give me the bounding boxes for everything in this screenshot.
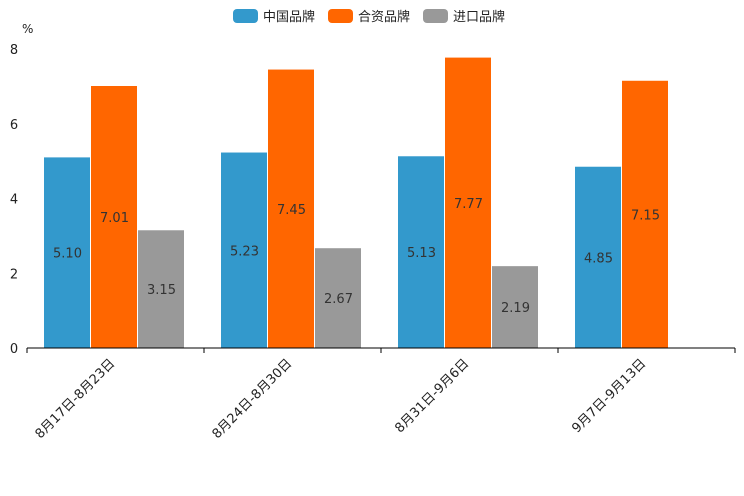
legend-label-1: 中国品牌 (263, 9, 315, 25)
bar-1-1 (44, 157, 90, 348)
legend: 中国品牌 合资品牌 进口品牌 (233, 9, 505, 25)
bar-1-2 (221, 152, 267, 348)
bar-3-3 (492, 266, 538, 348)
bar-value-label: 3.15 (147, 283, 176, 298)
bar-1-3 (398, 156, 444, 348)
bar-2-3 (445, 57, 491, 348)
bar-value-label: 5.10 (53, 247, 82, 262)
x-category-label: 8月17日-8月23日 (33, 356, 119, 442)
bar-1-4 (575, 166, 621, 348)
bar-value-label: 4.85 (584, 251, 613, 266)
y-axis: 0 2 4 6 8 (10, 43, 18, 357)
y-tick-label: 0 (10, 342, 18, 357)
y-tick-label: 6 (10, 118, 18, 133)
legend-swatch-1 (233, 9, 258, 23)
bar-value-label: 2.67 (324, 292, 353, 307)
legend-swatch-3 (423, 9, 448, 23)
y-tick-label: 4 (10, 193, 18, 208)
bar-value-label: 7.15 (631, 208, 660, 223)
bar-value-label: 7.01 (100, 211, 129, 226)
bar-value-label: 7.77 (454, 197, 483, 212)
bar-2-2 (268, 69, 314, 349)
bars: 5.10 7.01 3.15 5.23 7.45 2.67 5.13 7.77 2.19 4.85… (44, 57, 668, 349)
x-category-label: 9月7日-9月13日 (569, 356, 649, 436)
bar-3-2 (315, 248, 361, 348)
bar-2-1 (91, 86, 137, 348)
y-tick-label: 2 (10, 267, 18, 282)
y-axis-unit-label: % (22, 22, 33, 36)
y-tick-label: 8 (10, 43, 18, 58)
bar-value-label: 7.45 (277, 203, 306, 218)
legend-label-3: 进口品牌 (453, 9, 505, 25)
bar-value-label: 5.13 (407, 246, 436, 261)
bar-3-1 (138, 230, 184, 348)
x-axis: 8月17日-8月23日 8月24日-8月30日 8月31日-9月6日 9月7日-9月1… (26, 347, 736, 442)
bar-2-4 (622, 80, 668, 349)
bar-value-label: 2.19 (501, 301, 530, 316)
bar-value-label: 5.23 (230, 244, 259, 259)
x-category-label: 8月31日-9月6日 (392, 356, 472, 436)
legend-swatch-2 (328, 9, 353, 23)
x-category-label: 8月24日-8月30日 (210, 356, 296, 442)
legend-label-2: 合资品牌 (358, 9, 410, 25)
